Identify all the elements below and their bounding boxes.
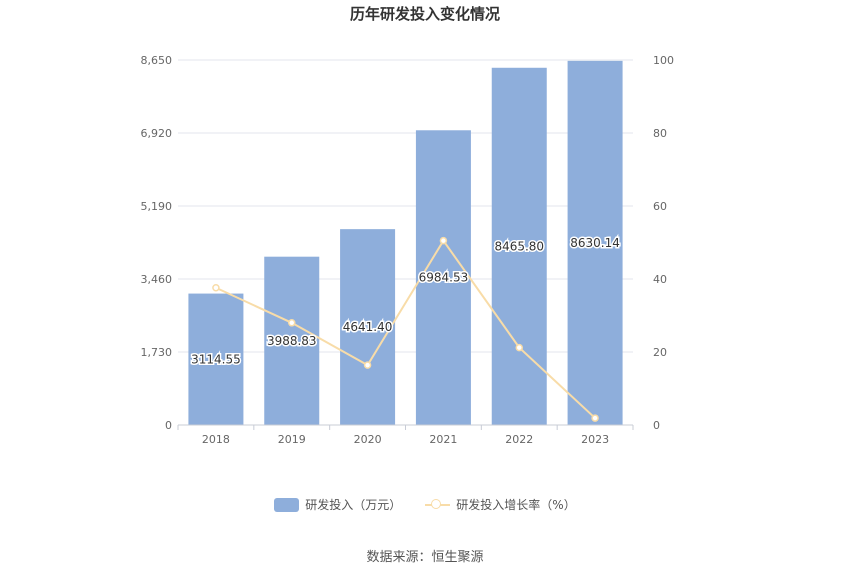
bar-value-label: 6984.53 <box>419 271 469 285</box>
bar-value-label: 8465.80 <box>494 239 544 253</box>
y-left-tick-label: 6,920 <box>141 127 173 140</box>
y-right-tick-label: 100 <box>653 54 674 67</box>
legend-bar-label: 研发投入（万元） <box>305 498 402 512</box>
legend-line-label: 研发投入增长率（%） <box>456 498 576 512</box>
x-tick-label: 2020 <box>354 433 382 446</box>
bar-value-label: 3988.83 <box>267 334 317 348</box>
bar <box>415 130 471 426</box>
legend-item-bar[interactable]: 研发投入（万元） <box>274 496 401 513</box>
x-tick-label: 2022 <box>505 433 533 446</box>
chart-legend: 研发投入（万元） 研发投入增长率（%） <box>0 496 850 513</box>
x-tick-label: 2019 <box>278 433 306 446</box>
growth-point <box>515 343 523 352</box>
x-tick-label: 2023 <box>581 433 609 446</box>
y-left-tick-label: 8,650 <box>141 54 173 67</box>
legend-line-swatch <box>425 498 451 512</box>
legend-bar-swatch <box>274 497 300 512</box>
data-source-note: 数据来源：恒生聚源 <box>366 550 484 565</box>
y-left-tick-label: 5,190 <box>141 200 173 213</box>
y-left-tick-label: 0 <box>165 419 172 432</box>
bar-value-label: 4641.40 <box>343 320 393 334</box>
y-right-tick-label: 60 <box>653 200 667 213</box>
growth-point <box>288 319 296 327</box>
growth-point <box>212 284 220 292</box>
legend-item-line[interactable]: 研发投入增长率（%） <box>425 496 576 513</box>
bar-value-label: 3114.55 <box>191 352 241 366</box>
chart-canvas: 0 0 1,730 20 3,460 40 5,190 60 6,920 80 8,650 100 20… <box>141 54 675 446</box>
y-right-tick-label: 0 <box>653 419 660 432</box>
bar <box>188 293 244 425</box>
growth-point <box>363 361 372 369</box>
bar <box>264 256 320 425</box>
bar <box>567 60 623 426</box>
growth-point <box>439 236 448 245</box>
y-left-tick-label: 3,460 <box>141 273 173 286</box>
y-right-tick-label: 80 <box>653 127 667 140</box>
chart-title: 历年研发投入变化情况 <box>349 5 500 23</box>
growth-line <box>215 238 596 419</box>
x-tick-label: 2021 <box>429 433 457 446</box>
y-right-tick-label: 40 <box>653 273 667 286</box>
y-right-tick-label: 20 <box>653 346 667 359</box>
y-left-tick-label: 1,730 <box>141 346 173 359</box>
bar <box>340 229 396 425</box>
bar-value-label: 8630.14 <box>570 236 620 250</box>
x-tick-label: 2018 <box>202 433 230 446</box>
growth-point <box>591 414 599 422</box>
